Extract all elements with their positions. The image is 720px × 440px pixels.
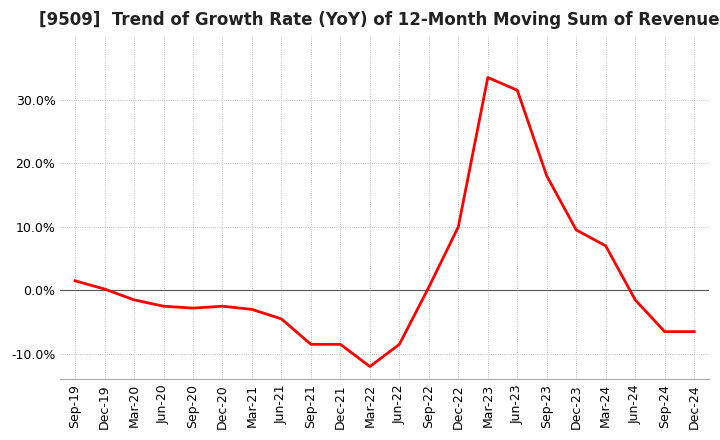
Title: [9509]  Trend of Growth Rate (YoY) of 12-Month Moving Sum of Revenues: [9509] Trend of Growth Rate (YoY) of 12-…	[40, 11, 720, 29]
